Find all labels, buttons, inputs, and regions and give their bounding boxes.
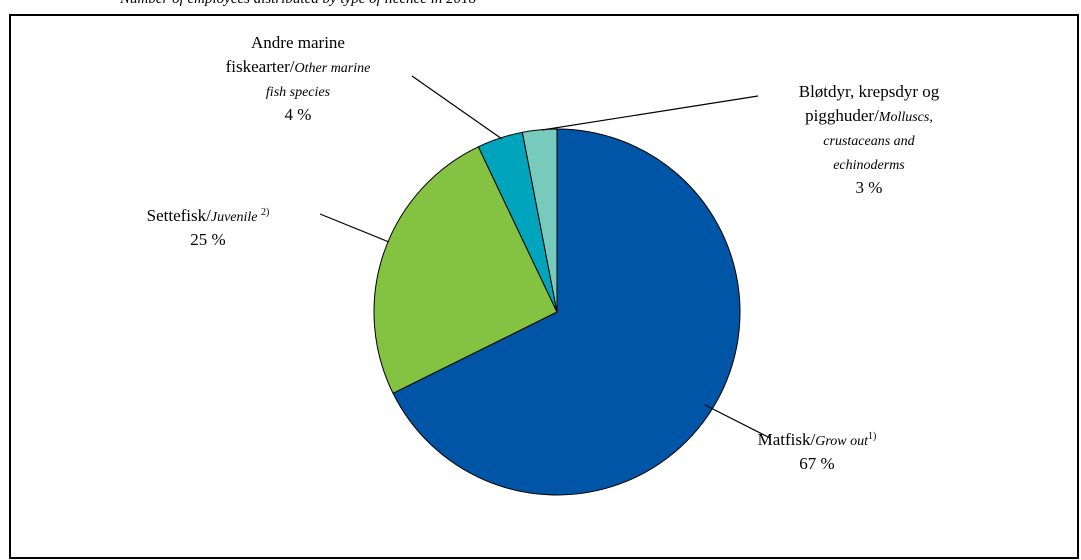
- slice-label-bl-tdyr-krepsdyr-og-pigghuder-molluscs-c-line-1: pigghuder/Molluscs,: [805, 106, 933, 125]
- leader-line-andre-marine-fiskearter-other-marine-fis: [411, 75, 503, 140]
- slice-label-settefisk-juvenile-2-line-0: Settefisk/Juvenile 2): [147, 206, 270, 225]
- slice-label-bl-tdyr-krepsdyr-og-pigghuder-molluscs-c-line-0: Bløtdyr, krepsdyr og: [799, 82, 940, 101]
- slice-label-andre-marine-fiskearter-other-marine-fis-line-1: fiskearter/Other marine: [226, 57, 371, 76]
- slice-labels: Matfisk/Grow out1) 67 % Settefisk/Juvenile…: [147, 33, 940, 473]
- slice-label-matfisk-grow-out-1-line-1: 67 %: [799, 454, 834, 473]
- pie-slices: [373, 128, 741, 496]
- leader-line-settefisk-juvenile-2: [319, 213, 390, 243]
- chart-subtitle: Number of employees distributed by type …: [120, 0, 1020, 9]
- pie-slice-bl-tdyr-krepsdyr-og-pigghuder-molluscs-c: [521, 128, 558, 313]
- slice-label-andre-marine-fiskearter-other-marine-fis-line-3: 4 %: [285, 105, 312, 124]
- leader-line-matfisk-grow-out-1: [704, 404, 771, 439]
- slice-label-andre-marine-fiskearter-other-marine-fis-line-2: fish species: [266, 85, 331, 100]
- pie-slice-settefisk-juvenile-2: [373, 146, 558, 394]
- leader-line-bl-tdyr-krepsdyr-og-pigghuder-molluscs-c: [541, 95, 759, 131]
- slice-label-settefisk-juvenile-2-line-1: 25 %: [190, 230, 225, 249]
- leader-lines: [319, 75, 771, 439]
- slice-label-matfisk-grow-out-1-line-0: Matfisk/Grow out1): [758, 430, 877, 449]
- slice-label-bl-tdyr-krepsdyr-og-pigghuder-molluscs-c-line-4: 3 %: [856, 178, 883, 197]
- slice-label-andre-marine-fiskearter-other-marine-fis-line-0: Andre marine: [251, 33, 345, 52]
- slice-label-bl-tdyr-krepsdyr-og-pigghuder-molluscs-c-line-2: crustaceans and: [823, 134, 915, 149]
- slice-label-bl-tdyr-krepsdyr-og-pigghuder-molluscs-c-line-3: echinoderms: [833, 158, 905, 173]
